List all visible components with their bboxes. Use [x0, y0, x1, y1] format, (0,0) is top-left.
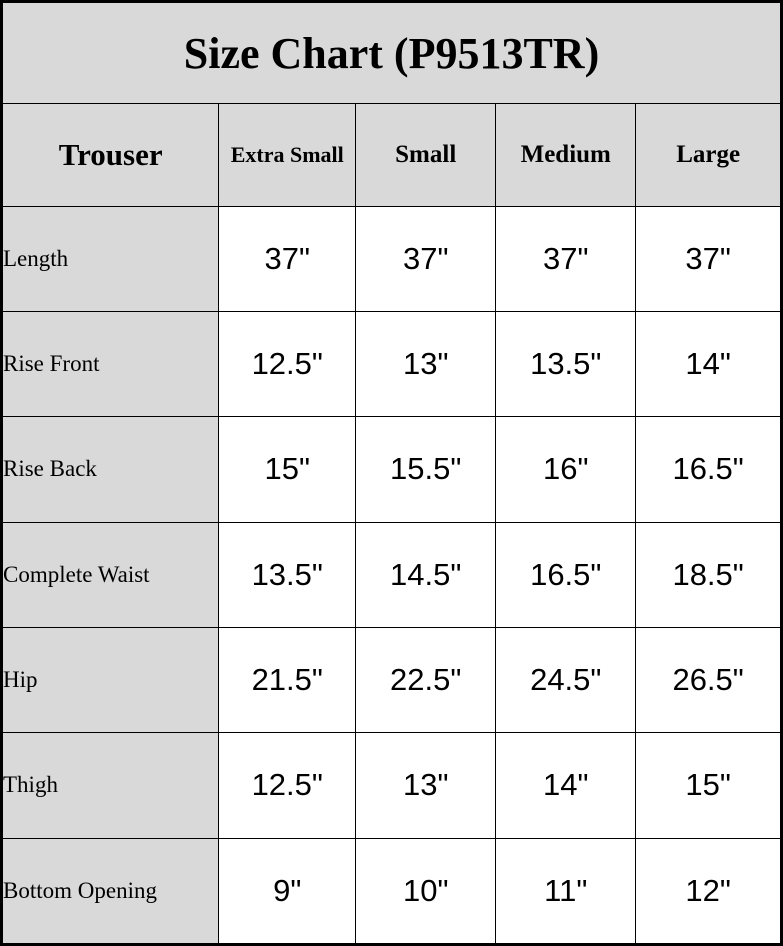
measurement-value: 21.5"	[218, 626, 357, 734]
measurement-value: 37"	[495, 205, 637, 312]
measurement-value: 13.5"	[495, 310, 637, 418]
title-row: Size Chart (P9513TR)	[2, 1, 781, 105]
measurement-value: 22.5"	[355, 626, 497, 734]
column-header-large: Large	[635, 103, 781, 207]
measurement-value: 15"	[635, 732, 781, 839]
measurement-value: 9"	[218, 837, 357, 945]
measurement-value: 12.5"	[218, 732, 357, 839]
row-label: Thigh	[1, 732, 220, 839]
column-header-medium: Medium	[495, 103, 637, 207]
measurement-value: 10"	[355, 837, 497, 945]
measurement-value: 11"	[495, 837, 637, 945]
row-label: Hip	[1, 626, 220, 734]
measurement-value: 16"	[495, 416, 637, 523]
column-header-trouser: Trouser	[1, 103, 220, 207]
measurement-value: 26.5"	[635, 626, 781, 734]
measurement-value: 13.5"	[218, 521, 357, 628]
row-label: Complete Waist	[1, 521, 220, 628]
measurement-value: 14.5"	[355, 521, 497, 628]
measurement-value: 14"	[635, 310, 781, 418]
measurement-value: 16.5"	[495, 521, 637, 628]
row-label: Length	[1, 205, 220, 312]
row-label: Rise Back	[1, 416, 220, 523]
table-row-rise-back: Rise Back 15" 15.5" 16" 16.5"	[1, 416, 781, 523]
column-header-extra-small: Extra Small	[218, 103, 357, 207]
table-row-hip: Hip 21.5" 22.5" 24.5" 26.5"	[1, 626, 781, 734]
row-label: Rise Front	[1, 310, 220, 418]
column-header-small: Small	[355, 103, 497, 207]
measurement-value: 12.5"	[218, 310, 357, 418]
measurement-value: 14"	[495, 732, 637, 839]
measurement-value: 13"	[355, 732, 497, 839]
measurement-value: 15.5"	[355, 416, 497, 523]
header-row: Trouser Extra Small Small Medium Large	[1, 103, 781, 207]
measurement-value: 37"	[355, 205, 497, 312]
table-row-rise-front: Rise Front 12.5" 13" 13.5" 14"	[1, 310, 781, 418]
measurement-value: 24.5"	[495, 626, 637, 734]
page-title: Size Chart (P9513TR)	[2, 1, 781, 105]
measurement-value: 13"	[355, 310, 497, 418]
table-row-bottom-opening: Bottom Opening 9" 10" 11" 12"	[1, 837, 781, 945]
measurement-value: 15"	[218, 416, 357, 523]
measurement-value: 37"	[635, 205, 781, 312]
table-row-length: Length 37" 37" 37" 37"	[1, 205, 781, 312]
measurement-value: 37"	[218, 205, 357, 312]
table-row-thigh: Thigh 12.5" 13" 14" 15"	[1, 732, 781, 839]
measurement-value: 16.5"	[635, 416, 781, 523]
row-label: Bottom Opening	[1, 837, 220, 945]
measurement-value: 12"	[635, 837, 781, 945]
measurement-value: 18.5"	[635, 521, 781, 628]
table-row-complete-waist: Complete Waist 13.5" 14.5" 16.5" 18.5"	[1, 521, 781, 628]
